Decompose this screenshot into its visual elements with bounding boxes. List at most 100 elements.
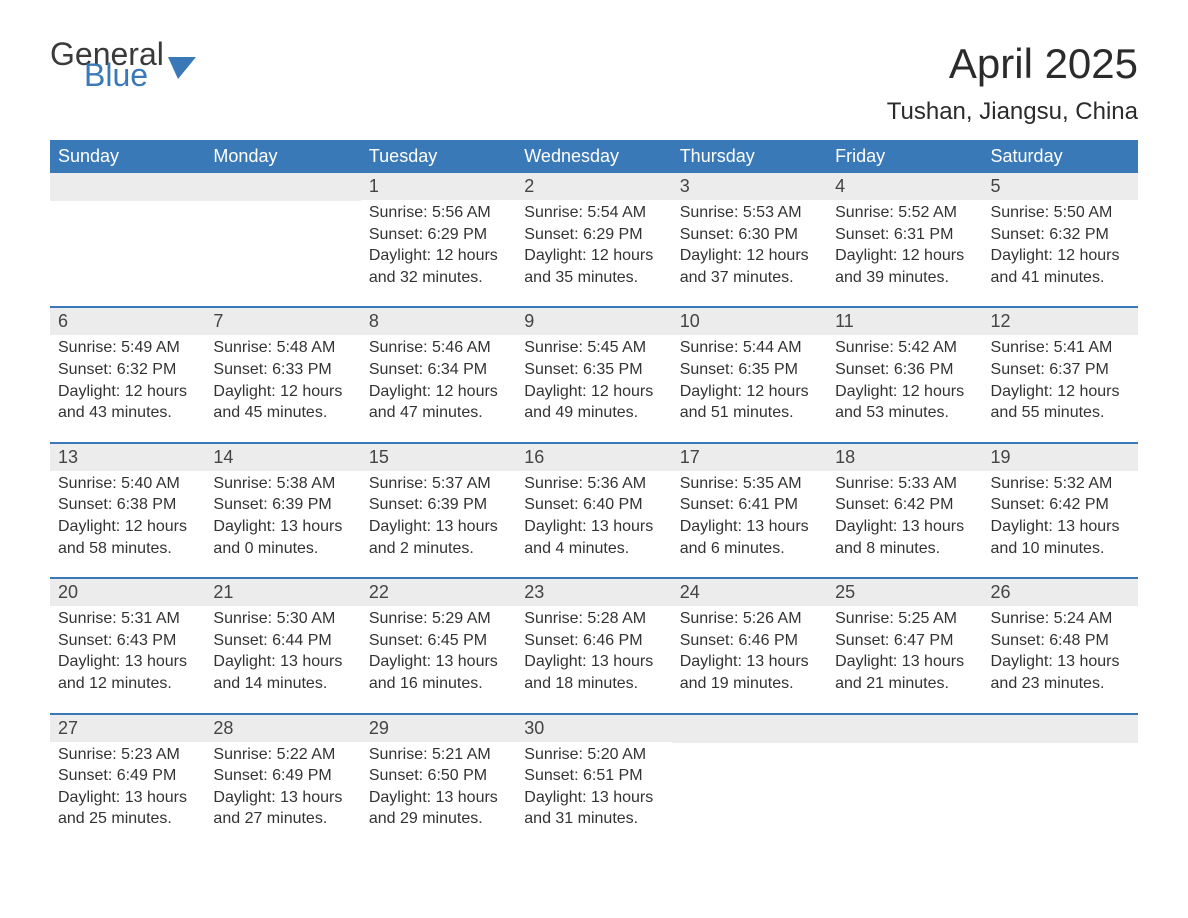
day-body: Sunrise: 5:53 AMSunset: 6:30 PMDaylight:… (672, 200, 827, 288)
day-cell: 26Sunrise: 5:24 AMSunset: 6:48 PMDayligh… (983, 577, 1138, 712)
day-number (827, 715, 982, 743)
day-line: and 14 minutes. (213, 673, 352, 695)
header: General Blue April 2025 Tushan, Jiangsu,… (50, 40, 1138, 126)
day-line: Daylight: 12 hours (524, 245, 663, 267)
day-body: Sunrise: 5:21 AMSunset: 6:50 PMDaylight:… (361, 742, 516, 830)
logo: General Blue (50, 40, 196, 90)
week-row: 13Sunrise: 5:40 AMSunset: 6:38 PMDayligh… (50, 442, 1138, 577)
day-body: Sunrise: 5:36 AMSunset: 6:40 PMDaylight:… (516, 471, 671, 559)
day-line: and 21 minutes. (835, 673, 974, 695)
day-body: Sunrise: 5:30 AMSunset: 6:44 PMDaylight:… (205, 606, 360, 694)
day-cell: 30Sunrise: 5:20 AMSunset: 6:51 PMDayligh… (516, 713, 671, 848)
dow-cell: Friday (827, 140, 982, 173)
day-body: Sunrise: 5:41 AMSunset: 6:37 PMDaylight:… (983, 335, 1138, 423)
day-number: 22 (361, 579, 516, 606)
day-number (50, 173, 205, 201)
day-line: Sunset: 6:36 PM (835, 359, 974, 381)
day-line: Daylight: 12 hours (213, 381, 352, 403)
day-line: Sunset: 6:50 PM (369, 765, 508, 787)
day-line: Daylight: 13 hours (991, 651, 1130, 673)
day-body: Sunrise: 5:35 AMSunset: 6:41 PMDaylight:… (672, 471, 827, 559)
day-line: Sunset: 6:46 PM (680, 630, 819, 652)
day-line: Daylight: 12 hours (680, 245, 819, 267)
day-line: Sunrise: 5:32 AM (991, 473, 1130, 495)
day-body: Sunrise: 5:38 AMSunset: 6:39 PMDaylight:… (205, 471, 360, 559)
day-cell: 1Sunrise: 5:56 AMSunset: 6:29 PMDaylight… (361, 173, 516, 306)
day-line: Sunset: 6:32 PM (991, 224, 1130, 246)
day-number: 14 (205, 444, 360, 471)
day-number: 4 (827, 173, 982, 200)
day-number: 20 (50, 579, 205, 606)
day-number: 9 (516, 308, 671, 335)
day-body: Sunrise: 5:46 AMSunset: 6:34 PMDaylight:… (361, 335, 516, 423)
dow-cell: Monday (205, 140, 360, 173)
day-line: and 45 minutes. (213, 402, 352, 424)
day-cell: 10Sunrise: 5:44 AMSunset: 6:35 PMDayligh… (672, 306, 827, 441)
day-line: Daylight: 12 hours (369, 381, 508, 403)
day-line: and 41 minutes. (991, 267, 1130, 289)
day-body: Sunrise: 5:26 AMSunset: 6:46 PMDaylight:… (672, 606, 827, 694)
day-cell: 15Sunrise: 5:37 AMSunset: 6:39 PMDayligh… (361, 442, 516, 577)
day-number: 18 (827, 444, 982, 471)
day-line: and 39 minutes. (835, 267, 974, 289)
day-line: Sunrise: 5:24 AM (991, 608, 1130, 630)
title-block: April 2025 Tushan, Jiangsu, China (887, 40, 1138, 126)
day-body: Sunrise: 5:33 AMSunset: 6:42 PMDaylight:… (827, 471, 982, 559)
day-line: Sunrise: 5:48 AM (213, 337, 352, 359)
day-line: and 4 minutes. (524, 538, 663, 560)
day-line: Daylight: 12 hours (524, 381, 663, 403)
day-line: Daylight: 12 hours (58, 516, 197, 538)
day-line: Daylight: 12 hours (835, 245, 974, 267)
flag-icon (168, 57, 196, 79)
day-line: and 47 minutes. (369, 402, 508, 424)
day-line: Daylight: 13 hours (835, 516, 974, 538)
day-number: 26 (983, 579, 1138, 606)
dow-cell: Wednesday (516, 140, 671, 173)
day-cell (205, 173, 360, 306)
day-cell: 24Sunrise: 5:26 AMSunset: 6:46 PMDayligh… (672, 577, 827, 712)
day-body: Sunrise: 5:29 AMSunset: 6:45 PMDaylight:… (361, 606, 516, 694)
day-line: Sunrise: 5:21 AM (369, 744, 508, 766)
day-line: Sunset: 6:38 PM (58, 494, 197, 516)
day-number: 23 (516, 579, 671, 606)
day-line: Sunset: 6:43 PM (58, 630, 197, 652)
day-line: Sunrise: 5:28 AM (524, 608, 663, 630)
day-line: Daylight: 12 hours (58, 381, 197, 403)
week-row: 1Sunrise: 5:56 AMSunset: 6:29 PMDaylight… (50, 173, 1138, 306)
day-line: Sunrise: 5:25 AM (835, 608, 974, 630)
day-cell: 4Sunrise: 5:52 AMSunset: 6:31 PMDaylight… (827, 173, 982, 306)
day-line: and 35 minutes. (524, 267, 663, 289)
day-line: Sunrise: 5:36 AM (524, 473, 663, 495)
day-line: Daylight: 13 hours (58, 651, 197, 673)
day-line: Sunset: 6:34 PM (369, 359, 508, 381)
day-body: Sunrise: 5:50 AMSunset: 6:32 PMDaylight:… (983, 200, 1138, 288)
day-line: and 27 minutes. (213, 808, 352, 830)
day-line: Sunset: 6:42 PM (835, 494, 974, 516)
day-number: 16 (516, 444, 671, 471)
day-line: Sunrise: 5:54 AM (524, 202, 663, 224)
day-line: Sunrise: 5:23 AM (58, 744, 197, 766)
day-line: and 23 minutes. (991, 673, 1130, 695)
day-line: and 18 minutes. (524, 673, 663, 695)
day-body: Sunrise: 5:42 AMSunset: 6:36 PMDaylight:… (827, 335, 982, 423)
day-body: Sunrise: 5:37 AMSunset: 6:39 PMDaylight:… (361, 471, 516, 559)
day-number: 8 (361, 308, 516, 335)
day-line: Daylight: 13 hours (213, 651, 352, 673)
day-line: Sunset: 6:48 PM (991, 630, 1130, 652)
day-number: 7 (205, 308, 360, 335)
day-cell: 14Sunrise: 5:38 AMSunset: 6:39 PMDayligh… (205, 442, 360, 577)
dow-cell: Thursday (672, 140, 827, 173)
day-line: Sunset: 6:35 PM (524, 359, 663, 381)
day-line: Sunrise: 5:46 AM (369, 337, 508, 359)
day-cell: 19Sunrise: 5:32 AMSunset: 6:42 PMDayligh… (983, 442, 1138, 577)
day-line: Sunset: 6:46 PM (524, 630, 663, 652)
day-cell: 23Sunrise: 5:28 AMSunset: 6:46 PMDayligh… (516, 577, 671, 712)
day-line: Sunset: 6:37 PM (991, 359, 1130, 381)
day-number: 29 (361, 715, 516, 742)
day-line: and 58 minutes. (58, 538, 197, 560)
day-cell: 2Sunrise: 5:54 AMSunset: 6:29 PMDaylight… (516, 173, 671, 306)
day-line: and 2 minutes. (369, 538, 508, 560)
day-cell: 22Sunrise: 5:29 AMSunset: 6:45 PMDayligh… (361, 577, 516, 712)
day-line: Daylight: 12 hours (991, 381, 1130, 403)
day-line: and 31 minutes. (524, 808, 663, 830)
